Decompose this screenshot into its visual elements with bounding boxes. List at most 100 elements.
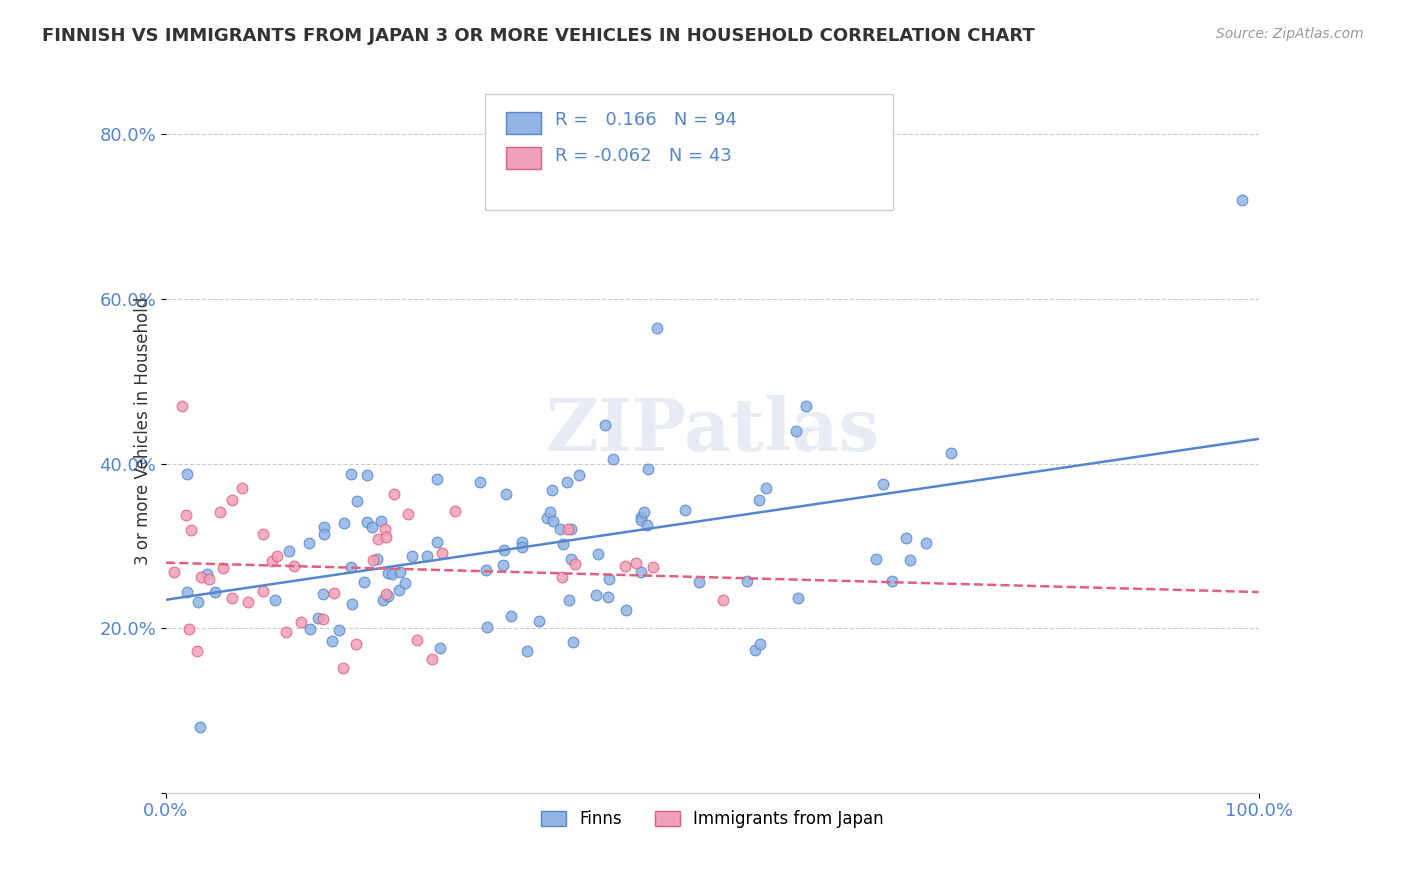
Finns	[616, 603, 638, 617]
Finns	[495, 486, 517, 500]
Immigrants from Japan	[711, 593, 734, 607]
Finns	[312, 520, 335, 534]
Finns	[366, 552, 388, 566]
Finns	[586, 547, 609, 561]
Finns	[312, 587, 335, 601]
Finns	[794, 399, 817, 413]
Immigrants from Japan	[382, 487, 405, 501]
Finns	[538, 505, 561, 519]
Finns	[188, 720, 211, 734]
Finns	[187, 595, 209, 609]
Finns	[561, 635, 583, 649]
Finns	[475, 620, 498, 634]
Finns	[673, 502, 696, 516]
Finns	[585, 588, 607, 602]
Finns	[340, 597, 363, 611]
Immigrants from Japan	[221, 492, 243, 507]
Immigrants from Japan	[405, 633, 427, 648]
Immigrants from Japan	[163, 565, 186, 579]
Legend: Finns, Immigrants from Japan: Finns, Immigrants from Japan	[534, 804, 890, 835]
Finns	[415, 549, 437, 564]
Immigrants from Japan	[444, 504, 467, 518]
Immigrants from Japan	[430, 546, 453, 560]
Finns	[637, 462, 659, 476]
Finns	[388, 582, 411, 597]
Immigrants from Japan	[322, 585, 344, 599]
Finns	[377, 566, 399, 580]
Text: FINNISH VS IMMIGRANTS FROM JAPAN 3 OR MORE VEHICLES IN HOUSEHOLD CORRELATION CHA: FINNISH VS IMMIGRANTS FROM JAPAN 3 OR MO…	[42, 27, 1035, 45]
Immigrants from Japan	[626, 556, 648, 570]
Immigrants from Japan	[252, 527, 274, 541]
Finns	[785, 424, 807, 438]
Finns	[557, 475, 579, 489]
Finns	[195, 567, 218, 582]
Finns	[527, 615, 550, 629]
Immigrants from Japan	[551, 569, 574, 583]
Finns	[633, 505, 655, 519]
Immigrants from Japan	[557, 522, 579, 536]
Finns	[914, 536, 936, 550]
Immigrants from Japan	[198, 572, 221, 586]
Finns	[560, 552, 582, 566]
Finns	[939, 446, 962, 460]
Finns	[277, 543, 299, 558]
Immigrants from Japan	[374, 587, 396, 601]
Finns	[346, 494, 368, 508]
Finns	[636, 518, 658, 533]
Immigrants from Japan	[174, 508, 197, 523]
Immigrants from Japan	[367, 533, 389, 547]
Immigrants from Japan	[211, 561, 233, 575]
Finns	[299, 622, 322, 636]
Finns	[872, 476, 894, 491]
Finns	[426, 535, 449, 549]
Finns	[328, 623, 350, 637]
Immigrants from Japan	[396, 507, 419, 521]
Immigrants from Japan	[172, 399, 194, 413]
Text: ZIPatlas: ZIPatlas	[546, 395, 879, 467]
Finns	[381, 567, 404, 582]
Immigrants from Japan	[252, 583, 274, 598]
Finns	[787, 591, 810, 605]
Immigrants from Japan	[179, 622, 201, 636]
Finns	[593, 417, 616, 432]
Immigrants from Japan	[344, 636, 367, 650]
Immigrants from Japan	[221, 591, 243, 605]
Finns	[312, 527, 335, 541]
Finns	[474, 563, 496, 577]
Finns	[1230, 193, 1253, 207]
Finns	[492, 558, 515, 573]
Finns	[468, 475, 491, 490]
Finns	[536, 511, 558, 525]
Finns	[356, 515, 378, 529]
Finns	[558, 592, 581, 607]
Finns	[377, 589, 399, 603]
Finns	[541, 515, 564, 529]
Text: Source: ZipAtlas.com: Source: ZipAtlas.com	[1216, 27, 1364, 41]
Finns	[360, 520, 382, 534]
Finns	[748, 492, 770, 507]
Finns	[541, 483, 564, 497]
Immigrants from Japan	[236, 595, 259, 609]
Finns	[560, 522, 582, 536]
Finns	[598, 572, 620, 586]
Finns	[510, 534, 533, 549]
Finns	[394, 576, 416, 591]
Finns	[371, 592, 394, 607]
Finns	[900, 553, 922, 567]
Immigrants from Japan	[186, 644, 208, 658]
Finns	[749, 637, 772, 651]
Immigrants from Japan	[420, 651, 443, 665]
Finns	[297, 536, 319, 550]
Immigrants from Japan	[332, 661, 354, 675]
Finns	[548, 522, 571, 536]
Finns	[630, 565, 652, 579]
Finns	[501, 609, 523, 624]
Finns	[755, 481, 778, 495]
Finns	[388, 566, 411, 580]
Finns	[630, 510, 652, 524]
Finns	[333, 516, 356, 530]
Finns	[339, 467, 361, 482]
Immigrants from Japan	[613, 558, 636, 573]
Immigrants from Japan	[283, 559, 305, 574]
Finns	[307, 611, 329, 625]
